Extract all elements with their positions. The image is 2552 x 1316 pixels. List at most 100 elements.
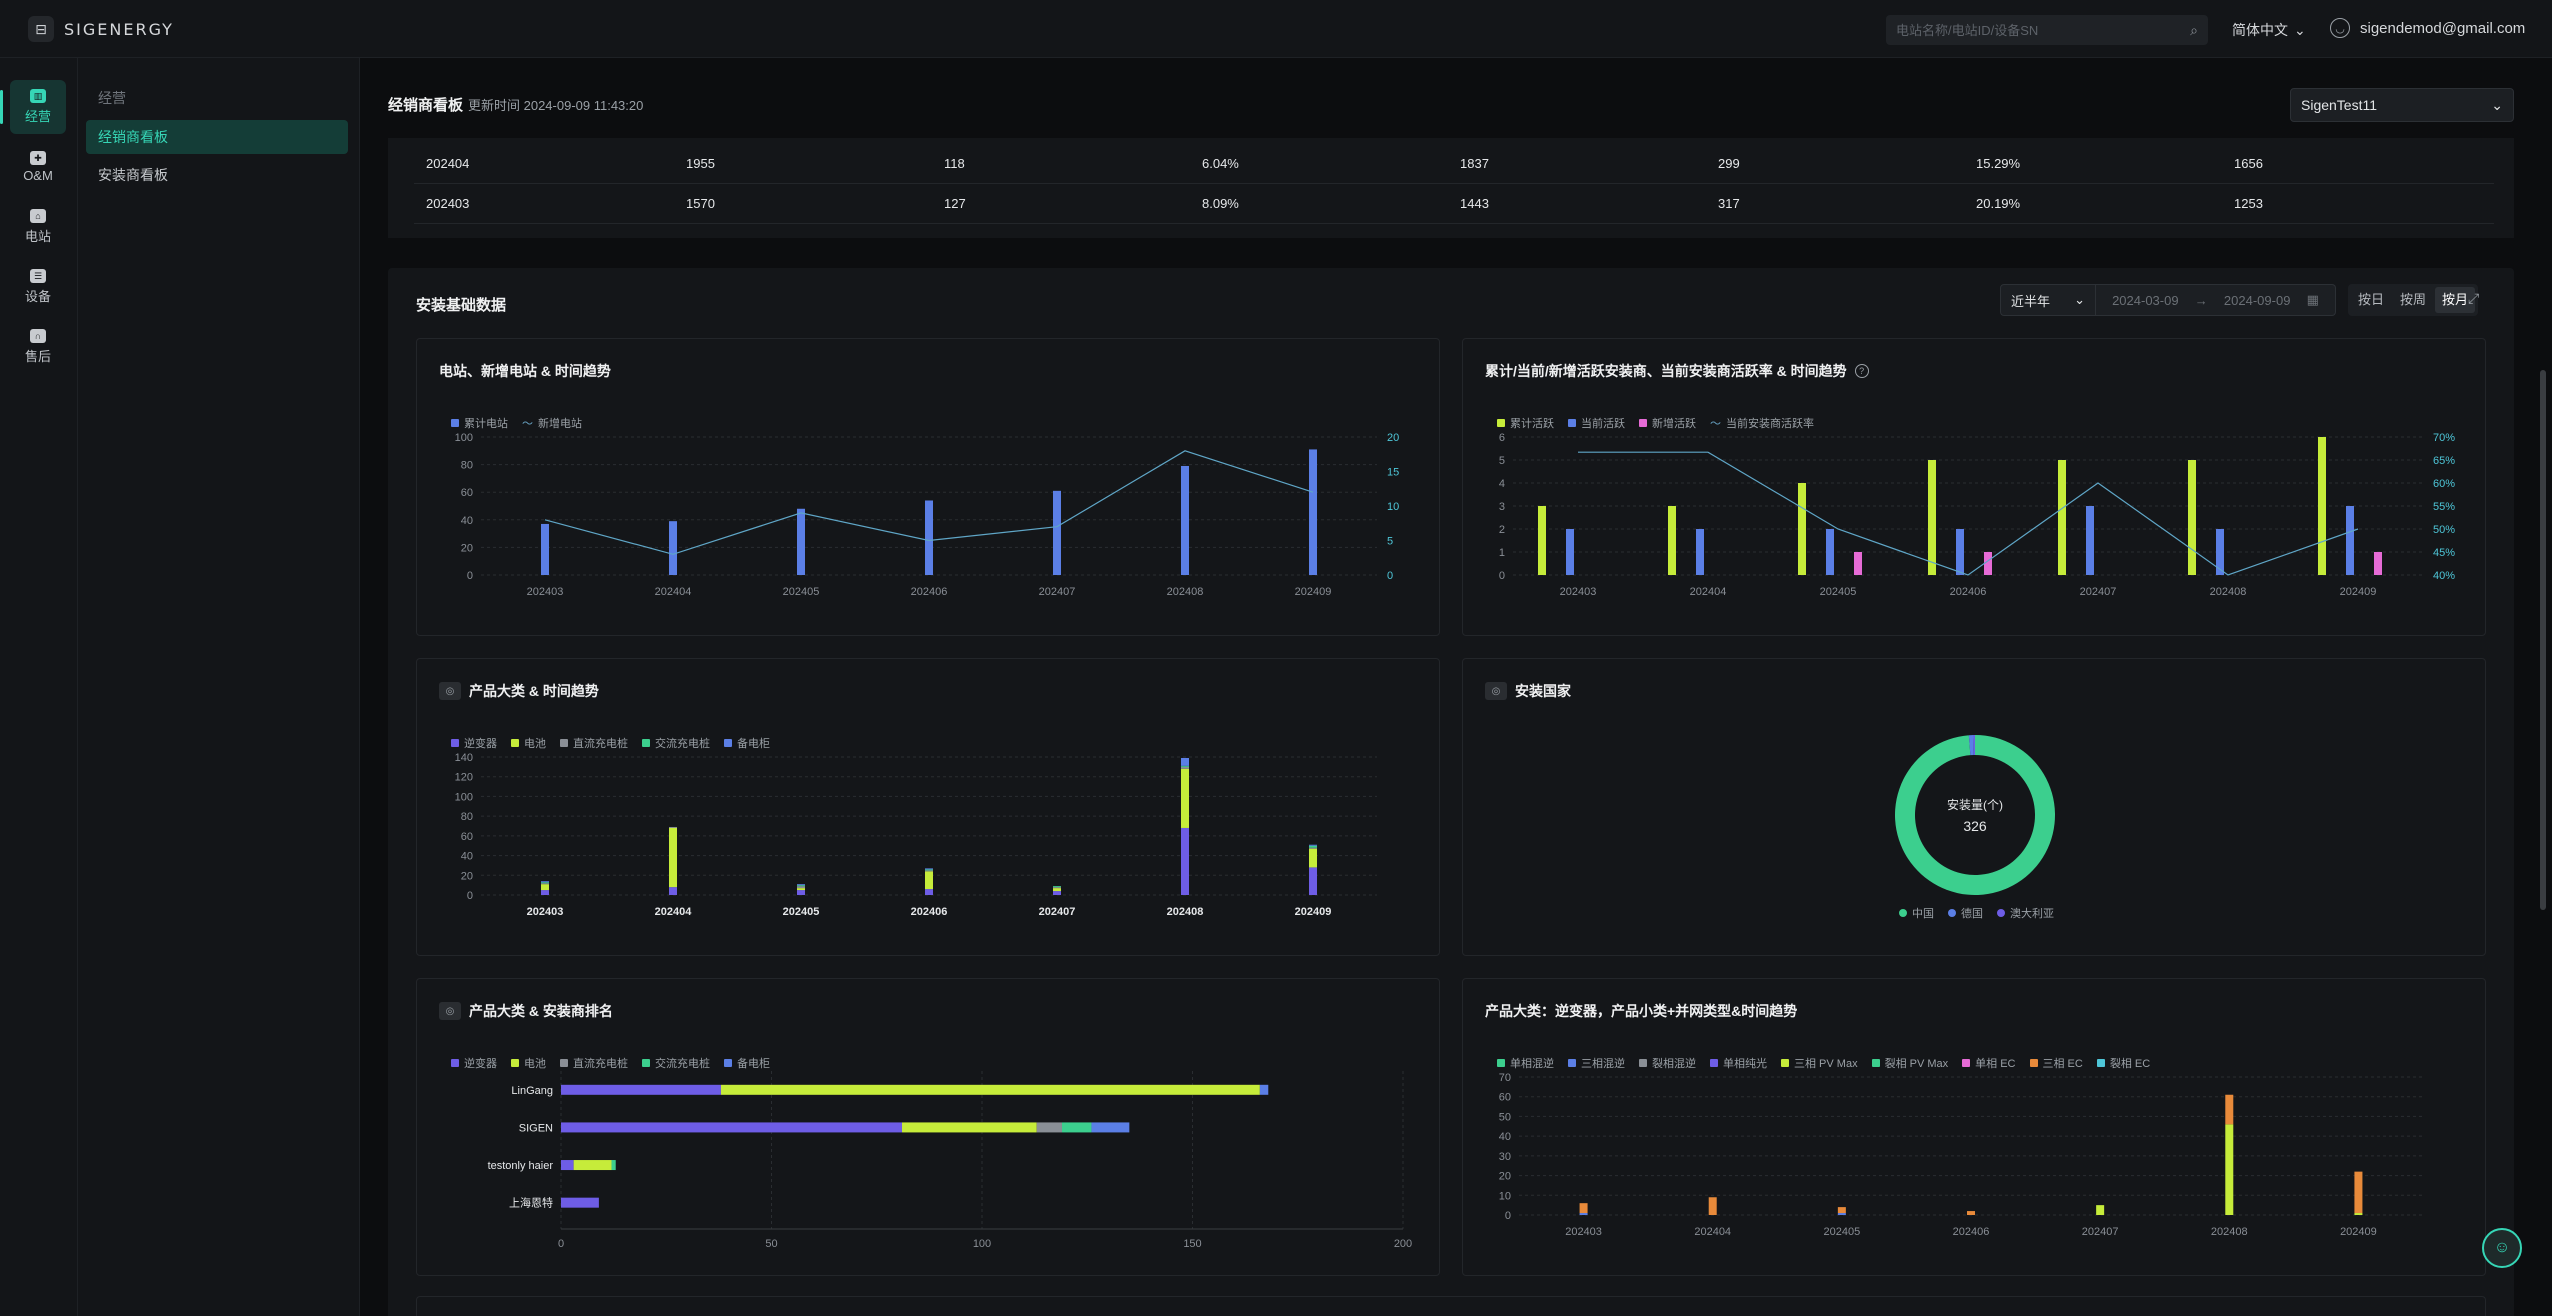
panel-title-text: 产品大类：逆变器，产品小类+并网类型&时间趋势	[1485, 1003, 1798, 1019]
granularity-week[interactable]: 按周	[2400, 292, 2427, 307]
logo[interactable]: ⊟ SIGENERGY	[28, 16, 174, 42]
bar	[1538, 506, 1546, 575]
panel-country: ◎ 安装国家 安装量(个) 326 中国 德国 澳大利亚	[1462, 658, 2486, 956]
y-tick-label: 2	[1499, 524, 1505, 536]
toggle-icon[interactable]: ◎	[439, 1002, 461, 1020]
legend-item[interactable]: 德国	[1948, 905, 1983, 921]
range-select[interactable]: 近半年 ⌄	[2000, 284, 2096, 316]
legend-item[interactable]: 中国	[1899, 905, 1934, 921]
y2-tick-label: 0	[1387, 570, 1393, 582]
org-select[interactable]: SigenTest11 ⌄	[2290, 88, 2514, 122]
legend-item[interactable]: 逆变器	[451, 1055, 497, 1071]
bar-segment	[1053, 887, 1061, 889]
legend-item[interactable]: 电池	[511, 735, 546, 751]
date-from: 2024-03-09	[2112, 292, 2179, 308]
legend-item[interactable]: 单相纯光	[1710, 1055, 1767, 1071]
granularity-day[interactable]: 按日	[2358, 292, 2385, 307]
y-tick-label: 140	[455, 752, 473, 764]
legend-item[interactable]: 三相 EC	[2029, 1055, 2083, 1071]
legend-item[interactable]: 裂相 EC	[2096, 1055, 2150, 1071]
bar-segment	[1053, 891, 1061, 895]
legend-item[interactable]: 备电柜	[724, 735, 770, 751]
bar-segment	[561, 1122, 903, 1133]
rail-item-station[interactable]: ⌂ 电站	[10, 200, 66, 254]
bar	[2374, 552, 2382, 575]
legend-item[interactable]: 电池	[511, 1055, 546, 1071]
date-range-picker[interactable]: 2024-03-09 → 2024-09-09 ▦	[2096, 284, 2336, 316]
range-select-value: 近半年	[2011, 293, 2051, 309]
legend-label: 备电柜	[737, 738, 770, 750]
y-tick-label: 0	[1505, 1210, 1511, 1222]
legend-item[interactable]: 交流充电桩	[642, 735, 710, 751]
y-tick-label: 100	[455, 791, 473, 803]
rail-item-om[interactable]: ✚ O&M	[10, 140, 66, 194]
y-tick-label: 20	[1499, 1171, 1511, 1183]
legend-item[interactable]: 直流充电桩	[560, 735, 628, 751]
user-menu[interactable]: ◡ sigendemod@gmail.com	[2330, 18, 2525, 38]
chevron-down-icon: ⌄	[2491, 96, 2503, 113]
help-icon[interactable]: ?	[1854, 364, 1869, 378]
legend-item[interactable]: 〜当前安装商活跃率	[1710, 415, 1814, 431]
search-input[interactable]	[1896, 22, 2191, 38]
legend-item[interactable]: 裂相混逆	[1639, 1055, 1696, 1071]
legend-item[interactable]: 澳大利亚	[1997, 905, 2054, 921]
legend-item[interactable]: 累计电站	[451, 415, 508, 431]
legend-item[interactable]: 逆变器	[451, 735, 497, 751]
x-tick-label: 202404	[1694, 1226, 1731, 1238]
legend-label: 新增电站	[538, 418, 582, 430]
toggle-icon[interactable]: ◎	[1485, 682, 1507, 700]
x-tick-label: 202409	[1295, 586, 1332, 598]
scrollbar[interactable]	[2540, 370, 2546, 910]
rail-item-aftersales[interactable]: ∩ 售后	[10, 320, 66, 374]
legend-item[interactable]: 累计活跃	[1497, 415, 1554, 431]
y2-tick-label: 5	[1387, 536, 1393, 548]
legend-label: 裂相 PV Max	[1884, 1058, 1949, 1070]
bar	[1854, 552, 1862, 575]
legend-item[interactable]: 直流充电桩	[560, 1055, 628, 1071]
panel-title: 累计/当前/新增活跃安装商、当前安装商活跃率 & 时间趋势?	[1485, 361, 1869, 381]
bar-segment	[1036, 1122, 1062, 1133]
legend-item[interactable]: 裂相 PV Max	[1871, 1055, 1949, 1071]
fullscreen-icon[interactable]: ⤢	[2468, 290, 2480, 306]
toggle-icon[interactable]: ◎	[439, 682, 461, 700]
y2-tick-label: 20	[1387, 432, 1399, 444]
legend-item[interactable]: 交流充电桩	[642, 1055, 710, 1071]
x-tick-label: 0	[558, 1238, 564, 1250]
x-tick-label: 100	[973, 1238, 991, 1250]
granularity-month[interactable]: 按月	[2435, 287, 2476, 313]
y-tick-label: 3	[1499, 501, 1505, 513]
language-selector[interactable]: 简体中文 ⌄	[2232, 20, 2306, 40]
rail-item-business[interactable]: ▥ 经营	[0, 80, 66, 134]
arrow-right-icon: →	[2194, 292, 2208, 308]
bar-segment	[1181, 827, 1189, 895]
bar	[1566, 529, 1574, 575]
search-icon[interactable]: ⌕	[2190, 21, 2198, 38]
calendar-icon: ▦	[2306, 292, 2319, 307]
subnav-item-installer[interactable]: 安装商看板	[98, 167, 168, 183]
panel-title: ◎ 产品大类 & 时间趋势	[439, 681, 599, 701]
y2-tick-label: 55%	[2433, 501, 2455, 513]
table-cell: 1443	[1460, 196, 1489, 211]
search-box[interactable]: ⌕	[1886, 15, 2208, 45]
chat-support-button[interactable]: ☺	[2482, 1228, 2522, 1268]
legend-item[interactable]: 新增活跃	[1639, 415, 1696, 431]
x-tick-label: 202405	[783, 906, 820, 918]
headset-icon: ∩	[30, 329, 46, 343]
subnav-item-dealer[interactable]: 经销商看板	[86, 120, 348, 154]
legend-label: 三相 EC	[2042, 1058, 2083, 1070]
legend-item[interactable]: 单相 EC	[1962, 1055, 2016, 1071]
rail-item-device[interactable]: ☰ 设备	[10, 260, 66, 314]
legend-item[interactable]: 单相混逆	[1497, 1055, 1554, 1071]
bar-segment	[541, 890, 549, 895]
bar	[1696, 529, 1704, 575]
y2-tick-label: 10	[1387, 501, 1399, 513]
legend-item[interactable]: 三相混逆	[1568, 1055, 1625, 1071]
legend-item[interactable]: 〜新增电站	[522, 415, 582, 431]
legend-label: 德国	[1961, 908, 1983, 920]
legend-item[interactable]: 三相 PV Max	[1781, 1055, 1858, 1071]
bar-segment	[1967, 1211, 1975, 1215]
bar-segment	[561, 1084, 721, 1095]
legend-item[interactable]: 当前活跃	[1568, 415, 1625, 431]
inverter-sub-chart: 0 10 20 30 40 50 60 70 202403 202404 202405 202406 2…	[1499, 1072, 2423, 1238]
legend-item[interactable]: 备电柜	[724, 1055, 770, 1071]
